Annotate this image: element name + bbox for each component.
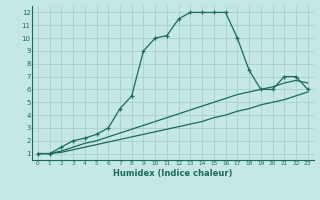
X-axis label: Humidex (Indice chaleur): Humidex (Indice chaleur) bbox=[113, 169, 233, 178]
